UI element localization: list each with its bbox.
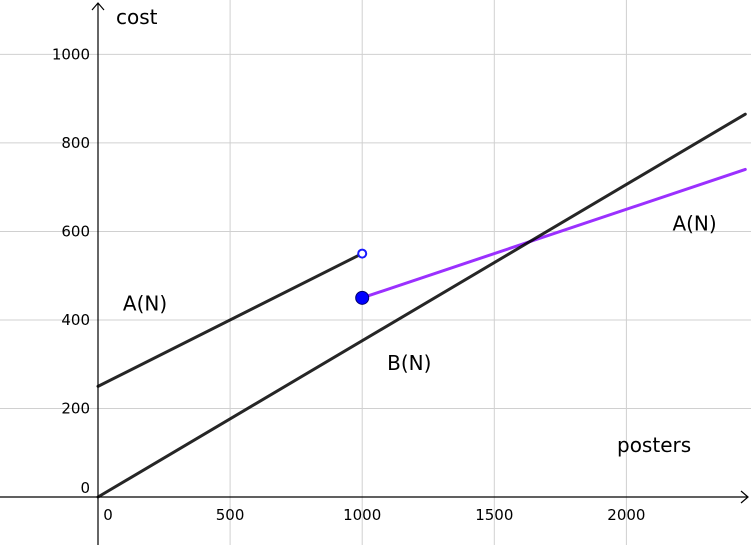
y-axis-arrow — [91, 2, 105, 11]
y-tick-label: 400 — [61, 311, 90, 329]
y-tick-label: 200 — [61, 399, 90, 417]
function-label: B(N) — [387, 351, 431, 375]
y-tick-label: 600 — [61, 222, 90, 240]
x-tick-label: 500 — [216, 506, 245, 524]
series-lines — [96, 112, 747, 499]
function-label: A(N) — [672, 212, 716, 236]
series-line-1 — [360, 167, 747, 300]
closed-endpoint — [355, 290, 370, 305]
series-line-2 — [96, 112, 747, 499]
x-tick-label: 0 — [103, 506, 113, 524]
series-line-0 — [96, 252, 364, 388]
y-axis-label: cost — [116, 5, 158, 29]
x-tick-label: 1500 — [475, 506, 513, 524]
function-labels: A(N) A(N) B(N) — [123, 212, 717, 375]
y-tick-label: 1000 — [52, 45, 90, 63]
x-tick-label: 1000 — [343, 506, 381, 524]
function-label: A(N) — [123, 291, 167, 315]
x-axis-arrow — [740, 490, 749, 504]
x-axis-label: posters — [617, 433, 691, 457]
tick-labels: 0 500 1000 1500 2000 0 200 400 600 800 1000 — [52, 45, 646, 524]
y-tick-label: 800 — [61, 134, 90, 152]
open-endpoint — [357, 248, 368, 259]
y-tick-label: 0 — [80, 479, 90, 497]
x-tick-label: 2000 — [607, 506, 645, 524]
